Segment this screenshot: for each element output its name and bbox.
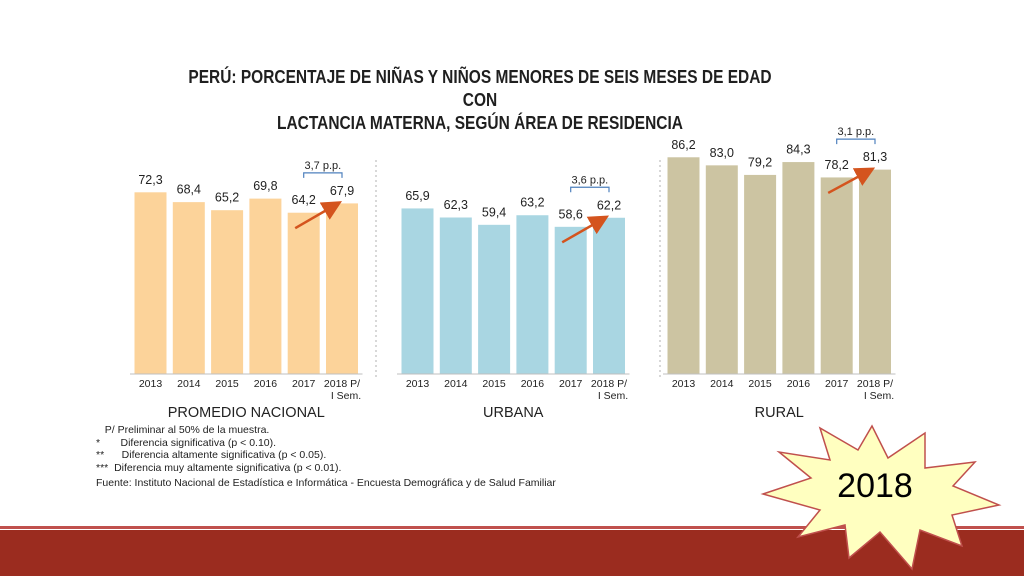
group-label-rural: RURAL <box>755 405 804 421</box>
x-tick-label: 2015 <box>748 378 772 390</box>
x-tick-label: 2015 <box>215 378 239 390</box>
data-label: 65,9 <box>405 189 429 203</box>
change-label: 3,1 p.p. <box>837 126 874 138</box>
x-tick-label: 2013 <box>672 378 696 390</box>
data-label: 81,3 <box>863 150 887 164</box>
bar-rural-2016 <box>781 161 816 375</box>
footnote-significant: * Diferencia significativa (p < 0.10). <box>96 436 277 449</box>
x-tick-label: 2014 <box>444 378 468 390</box>
group-label-urbana: URBANA <box>483 405 544 421</box>
x-tick-label: 2014 <box>177 378 201 390</box>
x-tick-label: 2013 <box>406 378 430 390</box>
x-tick-label: 2014 <box>710 378 734 390</box>
chart-title: PERÚ: PORCENTAJE DE NIÑAS Y NIÑOS MENORE… <box>170 66 789 135</box>
increase-arrow <box>561 215 610 244</box>
change-bracket <box>836 138 876 145</box>
x-tick-label: 2015 <box>482 378 506 390</box>
x-tick-label: 2017 <box>825 378 849 390</box>
data-label: 86,2 <box>671 138 695 152</box>
footer-accent-line <box>0 526 1024 529</box>
data-label: 58,6 <box>559 207 583 221</box>
change-bracket <box>303 172 343 178</box>
x-tick-label: 2016 <box>521 378 545 390</box>
chart-title-line2: LACTANCIA MATERNA, SEGÚN ÁREA DE RESIDEN… <box>277 113 683 133</box>
data-label: 65,2 <box>215 191 239 205</box>
data-label: 78,2 <box>825 158 849 172</box>
bar-promedio-nacional-2018-p/ <box>325 202 359 375</box>
data-label: 67,9 <box>330 184 354 198</box>
bar-rural-2013 <box>666 156 701 375</box>
data-label: 62,2 <box>597 198 621 212</box>
x-tick-label: 2018 P/ <box>857 378 893 390</box>
bar-promedio-nacional-2013 <box>133 191 168 375</box>
increase-arrow <box>827 167 876 195</box>
x-tick-label: I Sem. <box>598 390 628 402</box>
data-label: 79,2 <box>748 155 772 169</box>
change-label: 3,6 p.p. <box>571 174 608 186</box>
x-tick-label: I Sem. <box>864 390 894 402</box>
data-label: 68,4 <box>177 183 201 197</box>
bar-promedio-nacional-2017 <box>286 211 321 375</box>
x-tick-label: 2017 <box>292 378 316 390</box>
x-tick-label: 2018 P/ <box>591 378 627 390</box>
bar-rural-2014 <box>704 164 739 375</box>
bar-urbana-2015 <box>477 223 512 375</box>
group-label-promedio-nacional: PROMEDIO NACIONAL <box>168 405 325 421</box>
bar-urbana-2017 <box>553 225 588 375</box>
data-label: 64,2 <box>292 193 316 207</box>
data-label: 83,0 <box>710 146 734 160</box>
footnote-preliminary: P/ Preliminar al 50% de la muestra. <box>96 424 270 436</box>
footnotes: P/ Preliminar al 50% de la muestra. * Di… <box>96 424 341 474</box>
x-tick-label: 2017 <box>559 378 583 390</box>
starburst-shape <box>760 424 1002 571</box>
bar-urbana-2013 <box>400 207 435 375</box>
x-tick-label: I Sem. <box>331 390 361 402</box>
bar-promedio-nacional-2014 <box>171 201 206 375</box>
source-note: Fuente: Instituto Nacional de Estadístic… <box>96 477 556 489</box>
starburst-label: 2018 <box>837 467 913 505</box>
footnote-very-highly-significant: *** Diferencia muy altamente significati… <box>96 461 342 474</box>
data-label: 63,2 <box>520 196 544 210</box>
footnote-highly-significant: ** Diferencia altamente significativa (p… <box>96 449 327 461</box>
data-label: 59,4 <box>482 205 506 219</box>
bar-rural-2017 <box>819 176 854 375</box>
x-tick-label: 2016 <box>254 378 278 390</box>
data-label: 62,3 <box>444 198 468 212</box>
data-label: 72,3 <box>138 173 162 187</box>
increase-arrow <box>294 201 342 230</box>
change-bracket <box>570 186 610 193</box>
data-label: 69,8 <box>253 179 277 193</box>
bar-urbana-2014 <box>438 216 473 375</box>
x-tick-label: 2018 P/ <box>324 378 360 390</box>
change-label: 3,7 p.p. <box>304 160 341 172</box>
data-label: 84,3 <box>786 143 810 157</box>
x-tick-label: 2013 <box>139 378 163 390</box>
x-tick-label: 2016 <box>787 378 811 390</box>
bar-promedio-nacional-2015 <box>210 209 245 375</box>
chart-title-line1: PERÚ: PORCENTAJE DE NIÑAS Y NIÑOS MENORE… <box>188 67 772 110</box>
